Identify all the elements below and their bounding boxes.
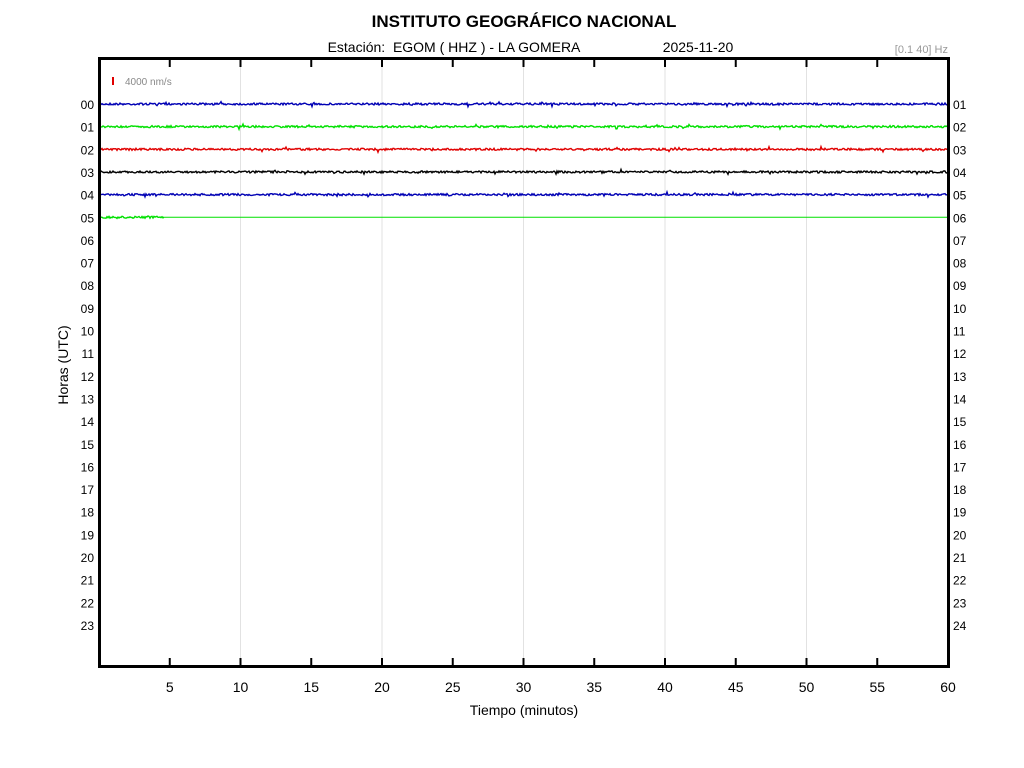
hour-labels-right: 01 02 03 04 05 06 07 08 09 10 11 12 13 14 15 16 17 18 19 20…	[953, 98, 967, 633]
hour-label-right: 21	[953, 551, 967, 565]
x-tick-label: 10	[233, 679, 249, 695]
trace-hour-02	[98, 144, 949, 155]
hour-label-left: 13	[81, 392, 95, 406]
y-axis-label: Horas (UTC)	[55, 325, 71, 404]
scale-bar	[112, 77, 114, 85]
x-tick-label: 40	[657, 679, 673, 695]
x-tick-label: 20	[374, 679, 390, 695]
hour-label-right: 06	[953, 211, 967, 225]
hour-label-right: 20	[953, 528, 967, 542]
hour-label-right: 22	[953, 574, 967, 588]
hour-label-left: 06	[81, 234, 95, 248]
hour-label-left: 11	[82, 347, 95, 361]
filter-label: [0.1 40] Hz	[895, 44, 948, 56]
hour-label-right: 01	[953, 98, 967, 112]
hour-label-right: 17	[953, 460, 967, 474]
date-label: 2025-11-20	[663, 39, 734, 55]
x-tick-label: 30	[516, 679, 532, 695]
hour-label-right: 13	[953, 370, 967, 384]
station-label: Estación: EGOM ( HHZ ) - LA GOMERA	[328, 39, 581, 55]
hour-label-right: 15	[953, 415, 967, 429]
x-tick-label: 50	[799, 679, 815, 695]
trace-hour-01	[98, 122, 949, 132]
hour-label-left: 18	[81, 506, 95, 520]
trace-hour-00	[98, 100, 949, 109]
hour-label-right: 16	[953, 438, 967, 452]
hour-label-right: 02	[953, 121, 967, 135]
hour-label-right: 12	[953, 347, 967, 361]
hour-label-left: 10	[81, 325, 95, 339]
hour-label-left: 07	[81, 257, 95, 271]
hour-label-right: 10	[953, 302, 967, 316]
x-tick-label: 60	[940, 679, 956, 695]
trace-hour-05	[98, 215, 165, 221]
hour-label-left: 15	[81, 438, 95, 452]
x-tick-label: 25	[445, 679, 461, 695]
hour-label-left: 01	[81, 121, 95, 135]
x-tick-label: 35	[586, 679, 602, 695]
x-axis-label: Tiempo (minutos)	[470, 702, 578, 718]
hour-label-left: 04	[81, 189, 95, 203]
hour-label-left: 17	[81, 483, 95, 497]
chart-title: INSTITUTO GEOGRÁFICO NACIONAL	[372, 12, 677, 31]
hour-label-left: 12	[81, 370, 95, 384]
x-tick-label: 55	[869, 679, 885, 695]
x-tick-labels: 5 10 15 20 25 30 35 40 45 50 55 60	[166, 679, 956, 695]
hour-label-left: 23	[81, 619, 95, 633]
hour-label-right: 04	[953, 166, 967, 180]
hour-label-left: 20	[81, 551, 95, 565]
trace-hour-04	[98, 189, 949, 199]
hour-label-left: 05	[81, 211, 95, 225]
hour-label-right: 19	[953, 506, 967, 520]
axis-ticks	[168, 58, 879, 667]
hour-label-left: 21	[81, 574, 95, 588]
hour-label-left: 09	[81, 302, 95, 316]
hour-label-left: 22	[81, 596, 95, 610]
hour-labels-left: 00 01 02 03 04 05 06 07 08 09 10 11 12 13 14 15 16 17 18 19…	[81, 98, 95, 633]
hour-label-left: 03	[81, 166, 95, 180]
x-tick-label: 5	[166, 679, 174, 695]
hour-label-right: 09	[953, 279, 967, 293]
hour-label-left: 00	[81, 98, 95, 112]
hour-label-left: 02	[81, 143, 95, 157]
hour-label-right: 14	[953, 392, 967, 406]
hour-label-right: 03	[953, 143, 967, 157]
hour-label-right: 23	[953, 596, 967, 610]
hour-label-left: 14	[81, 415, 95, 429]
hour-label-right: 08	[953, 257, 967, 271]
hour-label-right: 18	[953, 483, 967, 497]
hour-label-right: 11	[953, 325, 966, 339]
hour-label-right: 07	[953, 234, 967, 248]
scale-label: 4000 nm/s	[125, 77, 172, 88]
hour-label-left: 19	[81, 528, 95, 542]
hour-label-right: 24	[953, 619, 967, 633]
hour-label-left: 08	[81, 279, 95, 293]
x-tick-label: 15	[303, 679, 319, 695]
traces	[98, 100, 949, 221]
hour-label-right: 05	[953, 189, 967, 203]
x-tick-label: 45	[728, 679, 744, 695]
grid-lines	[240, 58, 807, 667]
hour-label-left: 16	[81, 460, 95, 474]
trace-hour-03	[98, 167, 949, 177]
